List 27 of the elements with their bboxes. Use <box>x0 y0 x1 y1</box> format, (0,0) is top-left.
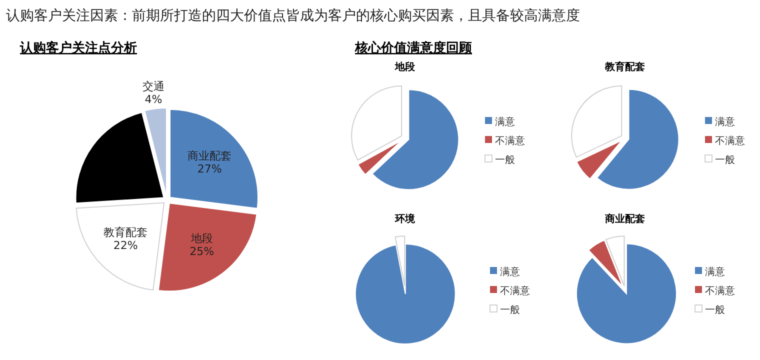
data-label: 4% <box>144 93 162 106</box>
legend-label: 不满意 <box>715 135 745 147</box>
slice-label: 地段 <box>190 232 213 245</box>
legend-label: 不满意 <box>705 285 735 297</box>
chart-title: 商业配套 <box>604 213 645 225</box>
legend-label: 一般 <box>495 155 515 166</box>
data-label: 25% <box>190 244 214 258</box>
slice-label: 交通 <box>142 80 164 94</box>
text: 核心价值满意度回顾 <box>354 40 473 56</box>
text: 认购客户关注因素：前期所打造的四大价值点皆成为客户的核心购买因素，且具备较高满意度 <box>6 8 580 24</box>
slice-label: 教育配套 <box>104 226 148 239</box>
legend-label: 一般 <box>500 305 520 316</box>
legend-label: 一般 <box>715 155 735 166</box>
legend-label: 满意 <box>500 266 520 278</box>
legend-label: 不满意 <box>500 285 530 297</box>
chart-title: 地段 <box>394 61 416 73</box>
data-label: 22% <box>113 238 138 252</box>
legend-label: 满意 <box>715 116 735 128</box>
legend-label: 满意 <box>495 116 515 128</box>
chart-title: 环境 <box>394 213 416 225</box>
legend-label: 一般 <box>705 305 725 316</box>
chart-title: 认购客户关注点分析 <box>19 40 137 56</box>
chart-title: 教育配套 <box>604 61 645 73</box>
slice-label: 商业配套 <box>188 149 232 162</box>
data-label: 27% <box>197 162 222 176</box>
legend-label: 满意 <box>705 266 725 278</box>
legend-label: 不满意 <box>495 135 525 147</box>
